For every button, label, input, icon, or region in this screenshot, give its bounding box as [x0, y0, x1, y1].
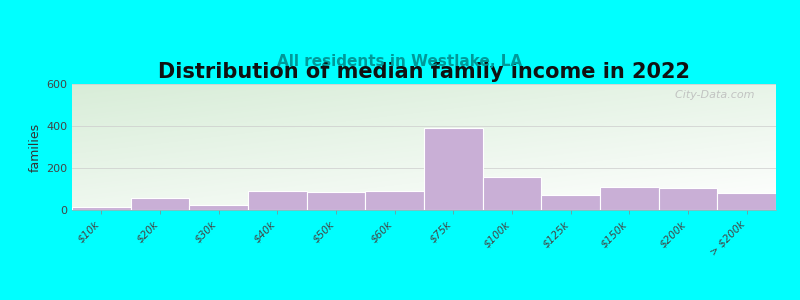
- Bar: [718, 193, 776, 210]
- Bar: [72, 207, 130, 210]
- Bar: [306, 192, 366, 210]
- Bar: [658, 188, 718, 210]
- Bar: [542, 195, 600, 210]
- Bar: [248, 191, 306, 210]
- Title: Distribution of median family income in 2022: Distribution of median family income in …: [158, 62, 690, 82]
- Bar: [130, 198, 190, 210]
- Bar: [190, 206, 248, 210]
- Text: All residents in Westlake, LA: All residents in Westlake, LA: [278, 54, 522, 69]
- Bar: [366, 191, 424, 210]
- Text: City-Data.com: City-Data.com: [668, 90, 755, 100]
- Bar: [600, 187, 658, 210]
- Y-axis label: families: families: [29, 122, 42, 172]
- Bar: [482, 177, 542, 210]
- Bar: [424, 128, 482, 210]
